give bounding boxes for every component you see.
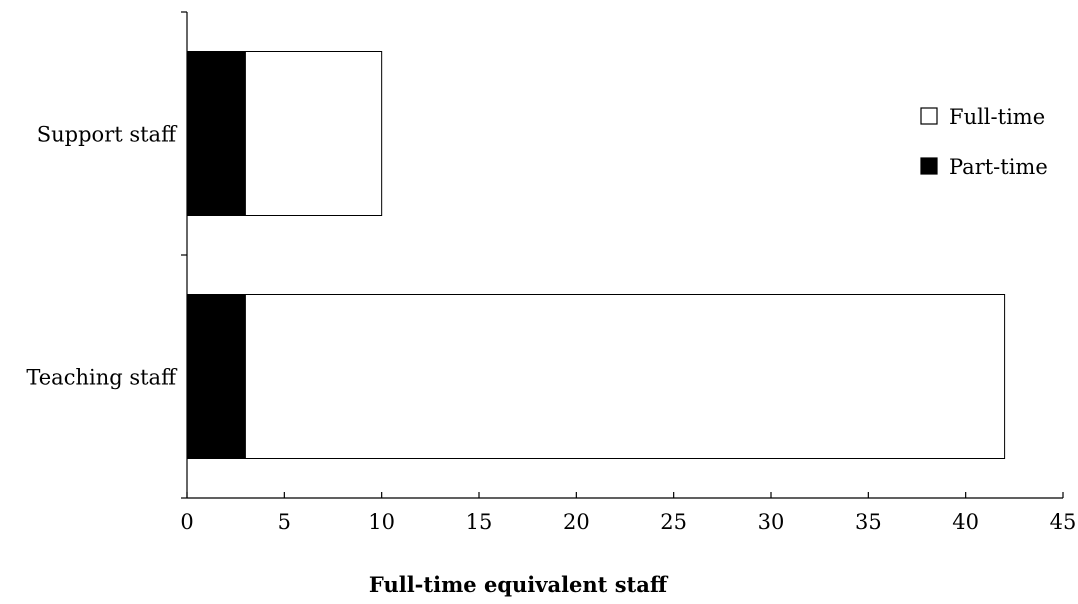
x-tick-label-35: 35 bbox=[855, 510, 882, 534]
x-tick-label-25: 25 bbox=[660, 510, 687, 534]
legend-item-full-time: Full-time bbox=[920, 105, 1045, 129]
x-tick-label-5: 5 bbox=[278, 510, 291, 534]
x-axis-title: Full-time equivalent staff bbox=[369, 572, 669, 597]
legend: Full-time Part-time bbox=[920, 105, 1048, 179]
x-tick-label-0: 0 bbox=[180, 510, 193, 534]
ticks-layer: 0 5 10 15 20 25 30 35 40 45 bbox=[180, 11, 1077, 534]
legend-swatch-part-time bbox=[920, 157, 938, 175]
category-labels: Support staff Teaching staff bbox=[26, 123, 178, 390]
bar-teaching-staff-full-time bbox=[244, 294, 1006, 459]
legend-label-full-time: Full-time bbox=[949, 105, 1045, 129]
x-tick-label-40: 40 bbox=[952, 510, 979, 534]
bar-support-staff-part-time bbox=[186, 51, 246, 216]
x-tick-label-10: 10 bbox=[368, 510, 395, 534]
bar-teaching-staff-part-time bbox=[186, 294, 246, 459]
x-tick-label-45: 45 bbox=[1050, 510, 1077, 534]
x-tick-label-30: 30 bbox=[758, 510, 785, 534]
legend-swatch-full-time bbox=[920, 107, 938, 125]
category-label-teaching-staff: Teaching staff bbox=[26, 366, 178, 390]
x-tick-label-15: 15 bbox=[466, 510, 493, 534]
legend-item-part-time: Part-time bbox=[920, 155, 1048, 179]
x-tick-label-20: 20 bbox=[563, 510, 590, 534]
bar-support-staff-full-time bbox=[244, 51, 383, 216]
category-label-support-staff: Support staff bbox=[37, 123, 178, 147]
bars-layer bbox=[186, 51, 1006, 459]
legend-label-part-time: Part-time bbox=[949, 155, 1048, 179]
